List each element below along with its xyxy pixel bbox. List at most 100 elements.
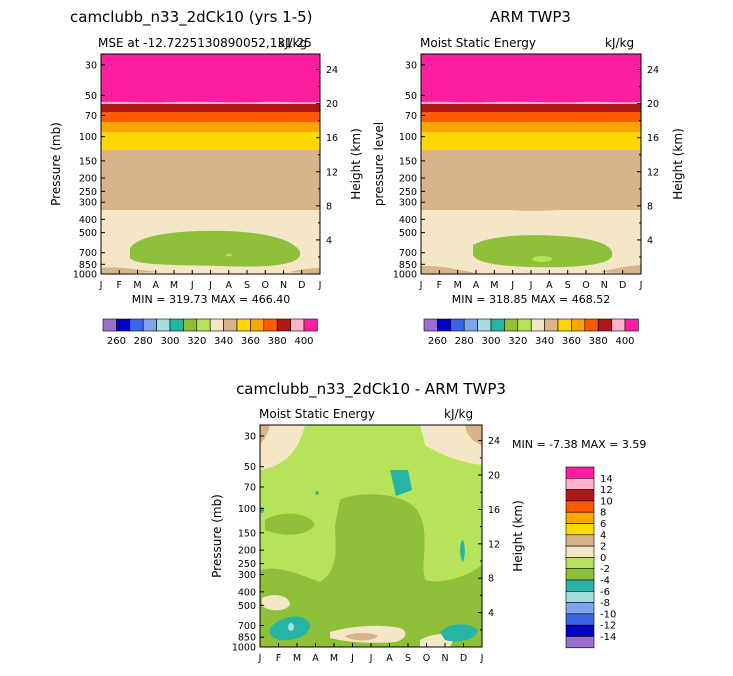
- month-tick-label: F: [437, 280, 442, 291]
- pressure-tick-label: 70: [405, 111, 417, 122]
- month-tick-label: M: [454, 280, 462, 291]
- height-tick-label: 16: [326, 133, 338, 144]
- pressure-tick-label: 700: [399, 248, 417, 259]
- colorbar-cell: [276, 318, 291, 332]
- colorbar-label: 320: [508, 336, 527, 347]
- height-tick-label: 12: [647, 167, 659, 178]
- month-tick-label: O: [582, 280, 589, 291]
- colorbar-diff-cell: [565, 545, 595, 558]
- month-tick-label: A: [312, 653, 319, 664]
- month-tick-label: F: [276, 653, 281, 664]
- colorbar-cell: [263, 318, 278, 332]
- colorbar-diff-label: -2: [600, 564, 610, 575]
- pressure-tick-label: 850: [399, 260, 417, 271]
- colorbar-cell: [530, 318, 545, 332]
- month-tick-label: J: [258, 653, 262, 664]
- pressure-tick-label: 850: [238, 633, 256, 644]
- colorbar-label: 360: [562, 336, 581, 347]
- pressure-tick-label: 70: [85, 111, 97, 122]
- month-tick-label: M: [330, 653, 338, 664]
- colorbar-diff-cell: [565, 557, 595, 570]
- height-tick-label: 4: [488, 608, 494, 619]
- month-tick-label: J: [510, 280, 514, 291]
- pressure-tick-label: 500: [238, 601, 256, 612]
- panel-obs-minmax: MIN = 318.85 MAX = 468.52: [452, 293, 610, 306]
- pressure-tick-label: 1000: [393, 270, 417, 281]
- pressure-tick-label: 250: [238, 559, 256, 570]
- pressure-tick-label: 200: [79, 174, 97, 185]
- colorbar-diff-cell: [565, 500, 595, 513]
- height-tick-label: 24: [488, 436, 500, 447]
- panel-diff-contours: [260, 425, 482, 647]
- month-tick-label: N: [441, 653, 448, 664]
- month-tick-label: S: [565, 280, 571, 291]
- month-tick-label: J: [480, 653, 484, 664]
- colorbar-label: 260: [428, 336, 447, 347]
- colorbar-diff-cell: [565, 489, 595, 502]
- month-tick-label: J: [419, 280, 423, 291]
- colorbar-diff-cell: [565, 477, 595, 490]
- colorbar-cell: [463, 318, 478, 332]
- month-tick-label: D: [460, 653, 467, 664]
- pressure-tick-label: 1000: [73, 270, 97, 281]
- colorbar-diff-label: 4: [600, 530, 606, 541]
- month-tick-label: N: [601, 280, 608, 291]
- month-tick-label: O: [423, 653, 430, 664]
- panel-model-title: camclubb_n33_2dCk10 (yrs 1-5): [70, 8, 313, 27]
- panel-model-subtitle-left: MSE at -12.7225130890052,131.25: [98, 36, 312, 50]
- height-tick-label: 20: [647, 99, 659, 110]
- colorbar-diff-cell: [565, 602, 595, 615]
- pressure-tick-label: 200: [238, 546, 256, 557]
- month-tick-label: A: [226, 280, 233, 291]
- colorbar-diff-label: 10: [600, 496, 613, 507]
- colorbar-label: 260: [107, 336, 126, 347]
- height-tick-label: 8: [647, 201, 653, 212]
- month-tick-label: S: [244, 280, 250, 291]
- panel-obs: ARM TWP3 Moist Static Energy kJ/kg 30 50 7…: [372, 8, 685, 347]
- month-tick-label: A: [546, 280, 553, 291]
- colorbar-cell: [517, 318, 532, 332]
- month-tick-label: M: [133, 280, 141, 291]
- colorbar-label: 380: [589, 336, 608, 347]
- panel-obs-subtitle-left: Moist Static Energy: [420, 36, 536, 50]
- panel-obs-contours: [421, 54, 641, 274]
- month-tick-label: J: [639, 280, 643, 291]
- colorbar-cell: [142, 318, 157, 332]
- colorbar-diff-cell: [565, 534, 595, 547]
- pressure-tick-label: 150: [399, 156, 417, 167]
- month-tick-label: A: [473, 280, 480, 291]
- colorbar-diff-cell: [565, 511, 595, 524]
- pressure-tick-label: 500: [79, 228, 97, 239]
- panel-obs-title: ARM TWP3: [490, 8, 571, 26]
- height-tick-label: 20: [326, 99, 338, 110]
- colorbar-label: 300: [160, 336, 179, 347]
- month-tick-label: J: [208, 280, 212, 291]
- colorbar-cell: [571, 318, 586, 332]
- colorbar-cell: [450, 318, 465, 332]
- pressure-tick-label: 1000: [232, 643, 256, 654]
- colorbar-diff-cell: [565, 624, 595, 637]
- colorbar-cell: [223, 318, 238, 332]
- month-tick-label: A: [386, 653, 393, 664]
- month-tick-label: F: [117, 280, 122, 291]
- pressure-tick-label: 300: [238, 570, 256, 581]
- panel-model-contours: [101, 54, 320, 274]
- month-tick-label: J: [350, 653, 354, 664]
- month-tick-label: J: [99, 280, 103, 291]
- colorbar-diff-label: 0: [600, 553, 606, 564]
- colorbar-diff-label: 6: [600, 519, 606, 530]
- colorbar-cell: [116, 318, 131, 332]
- panel-diff-subtitle-right: kJ/kg: [444, 407, 473, 421]
- month-tick-label: M: [490, 280, 498, 291]
- pressure-tick-label: 50: [85, 91, 97, 102]
- colorbar-label: 340: [535, 336, 554, 347]
- colorbar-label: 400: [294, 336, 313, 347]
- month-tick-label: J: [190, 280, 194, 291]
- pressure-tick-label: 500: [399, 228, 417, 239]
- colorbar-diff-label: -6: [600, 587, 610, 598]
- colorbar-diff-label: -12: [600, 621, 616, 632]
- panel-diff-ylabel-right: Height (km): [511, 500, 525, 571]
- colorbar-cell: [209, 318, 224, 332]
- pressure-tick-label: 250: [399, 187, 417, 198]
